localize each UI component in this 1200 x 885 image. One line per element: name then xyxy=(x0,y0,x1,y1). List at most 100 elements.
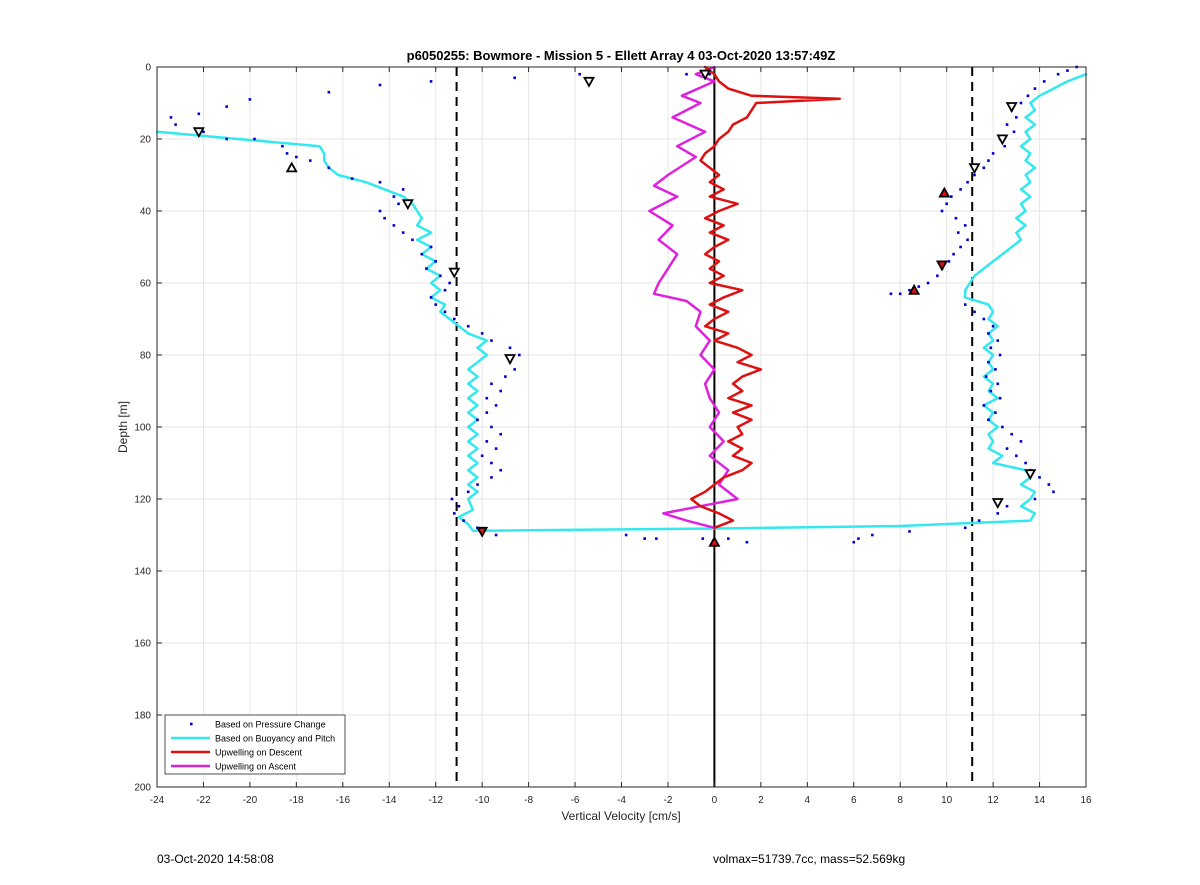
y-tick-label: 20 xyxy=(140,135,152,146)
pressure-change-point xyxy=(945,202,948,206)
pressure-change-point xyxy=(889,292,893,296)
pressure-change-point xyxy=(476,418,479,422)
pressure-change-point xyxy=(518,353,521,357)
pressure-change-point xyxy=(285,152,289,155)
pressure-change-point xyxy=(499,468,503,472)
pressure-change-point xyxy=(490,425,493,429)
pressure-change-point xyxy=(494,447,498,450)
surfacing-marker xyxy=(448,267,461,279)
pressure-change-point xyxy=(499,432,503,436)
pressure-change-point xyxy=(998,396,1002,400)
pressure-change-point xyxy=(434,260,437,263)
pressure-change-point xyxy=(982,166,986,170)
pressure-change-point xyxy=(378,83,382,87)
pressure-change-point xyxy=(973,310,976,314)
pressure-change-point xyxy=(745,540,749,544)
pressure-change-point xyxy=(1033,87,1037,90)
y-tick-label: 100 xyxy=(134,423,151,434)
pressure-change-point xyxy=(450,497,454,501)
pressure-change-point xyxy=(480,454,484,458)
legend: Based on Pressure Change Based on Buoyanc… xyxy=(164,714,346,775)
pressure-change-point xyxy=(994,368,997,371)
surfacing-marker xyxy=(908,283,921,295)
pressure-change-point xyxy=(991,152,995,155)
pressure-change-point xyxy=(513,368,516,371)
pressure-change-point xyxy=(466,324,470,328)
pressure-change-point xyxy=(225,105,228,108)
pressure-change-point xyxy=(504,375,507,378)
pressure-change-point xyxy=(1019,440,1023,443)
pressure-change-point xyxy=(452,512,456,515)
pressure-change-point xyxy=(443,310,447,314)
surfacing-marker xyxy=(1024,469,1037,481)
pressure-change-point xyxy=(494,533,498,537)
pressure-change-point xyxy=(401,231,405,234)
x-tick-label: -12 xyxy=(428,795,443,806)
pressure-change-point xyxy=(959,188,962,191)
pressure-change-point xyxy=(1056,72,1060,76)
pressure-change-point xyxy=(1015,454,1018,458)
pressure-change-point xyxy=(998,353,1002,357)
pressure-change-point xyxy=(982,404,986,407)
pressure-change-point xyxy=(940,209,944,213)
pressure-change-point xyxy=(1005,504,1009,508)
pressure-change-point xyxy=(397,202,400,206)
x-tick-label: 8 xyxy=(897,795,903,806)
pressure-change-point xyxy=(253,137,256,141)
pressure-change-point xyxy=(655,537,658,540)
pressure-change-point xyxy=(963,224,967,227)
x-tick-label: 14 xyxy=(1034,795,1046,806)
y-tick-label: 160 xyxy=(134,639,151,650)
pressure-change-point xyxy=(996,339,1000,342)
pressure-change-point xyxy=(989,389,993,393)
pressure-change-point xyxy=(411,238,414,242)
pressure-change-point xyxy=(685,72,688,76)
pressure-change-point xyxy=(308,159,312,162)
surfacing-marker xyxy=(582,76,596,88)
pressure-change-point xyxy=(327,90,331,94)
chart-title: p6050255: Bowmore - Mission 5 - Ellett A… xyxy=(407,48,836,63)
pressure-change-point xyxy=(994,411,997,414)
reference-lines xyxy=(455,67,974,787)
pressure-change-point xyxy=(977,519,981,522)
pressure-change-point xyxy=(949,195,953,198)
pressure-change-point xyxy=(490,476,493,479)
pressure-change-point xyxy=(963,303,967,306)
surfacing-marker xyxy=(996,134,1009,146)
pressure-change-point xyxy=(936,274,939,278)
pressure-change-point xyxy=(499,389,503,393)
surfacing-marker xyxy=(935,260,949,272)
pressure-change-point xyxy=(727,537,730,540)
pressure-change-point xyxy=(457,504,461,508)
pressure-change-point xyxy=(248,98,252,101)
surfacing-marker xyxy=(401,199,414,211)
pressure-change-point xyxy=(708,72,712,76)
pressure-change-point xyxy=(434,303,437,306)
pressure-change-point xyxy=(987,360,990,364)
pressure-change-point xyxy=(327,166,331,170)
pressure-change-point xyxy=(1024,461,1027,465)
pressure-change-point xyxy=(956,231,960,234)
pressure-change-point xyxy=(462,519,465,522)
pressure-change-point xyxy=(643,537,647,540)
legend-label: Upwelling on Descent xyxy=(215,748,303,758)
pressure-change-point xyxy=(1033,497,1037,501)
timestamp-footer: 03-Oct-2020 14:58:08 xyxy=(157,852,274,866)
pressure-change-point xyxy=(480,332,484,335)
volmax-mass-footer: volmax=51739.7cc, mass=52.569kg xyxy=(713,852,906,866)
x-tick-label: -16 xyxy=(336,795,351,806)
x-tick-label: -8 xyxy=(524,795,533,806)
pressure-change-point xyxy=(1026,94,1030,98)
legend-box xyxy=(164,714,346,775)
pressure-change-point xyxy=(513,76,516,80)
pressure-change-point xyxy=(295,155,298,159)
series-line-upwelling-on-ascent xyxy=(648,65,739,530)
pressure-change-point xyxy=(425,267,428,270)
pressure-change-point xyxy=(476,483,479,486)
x-tick-label: -18 xyxy=(289,795,304,806)
pressure-change-point xyxy=(383,216,386,220)
surfacing-marker xyxy=(968,163,981,175)
pressure-change-point xyxy=(174,123,177,126)
pressure-change-point xyxy=(1038,476,1041,479)
legend-label: Based on Pressure Change xyxy=(215,720,326,730)
